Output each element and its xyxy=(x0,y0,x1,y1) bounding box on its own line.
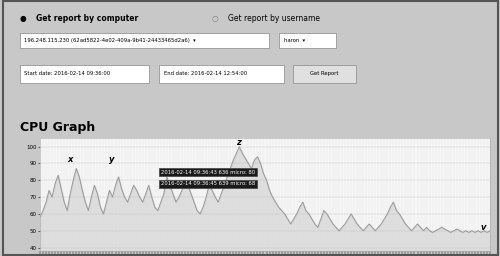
Text: 2016-02-14 09:36:43 636 micro: 80: 2016-02-14 09:36:43 636 micro: 80 xyxy=(161,169,255,175)
Text: y: y xyxy=(110,155,115,164)
FancyBboxPatch shape xyxy=(20,33,269,48)
FancyBboxPatch shape xyxy=(159,65,284,82)
Text: 2016-02-14 09:36:45 639 micro: 68: 2016-02-14 09:36:45 639 micro: 68 xyxy=(161,181,255,186)
FancyBboxPatch shape xyxy=(293,65,356,82)
Text: v: v xyxy=(481,223,486,232)
Text: End date: 2016-02-14 12:54:00: End date: 2016-02-14 12:54:00 xyxy=(164,71,246,76)
Text: 196.248.115.230 (62ad5822-4e02-409a-9b41-24433465d2a6)  ▾: 196.248.115.230 (62ad5822-4e02-409a-9b41… xyxy=(24,38,196,42)
Text: CPU Graph: CPU Graph xyxy=(20,122,95,134)
FancyBboxPatch shape xyxy=(20,65,149,82)
Text: x: x xyxy=(67,155,72,164)
Text: z: z xyxy=(236,138,241,147)
Text: Get report by username: Get report by username xyxy=(228,14,320,23)
Text: Get Report: Get Report xyxy=(310,71,338,76)
Text: Start date: 2016-02-14 09:36:00: Start date: 2016-02-14 09:36:00 xyxy=(24,71,110,76)
Text: ●: ● xyxy=(20,14,26,23)
Text: haron  ▾: haron ▾ xyxy=(284,38,304,42)
Text: ○: ○ xyxy=(212,14,218,23)
Text: Get report by computer: Get report by computer xyxy=(36,14,138,23)
FancyBboxPatch shape xyxy=(279,33,336,48)
